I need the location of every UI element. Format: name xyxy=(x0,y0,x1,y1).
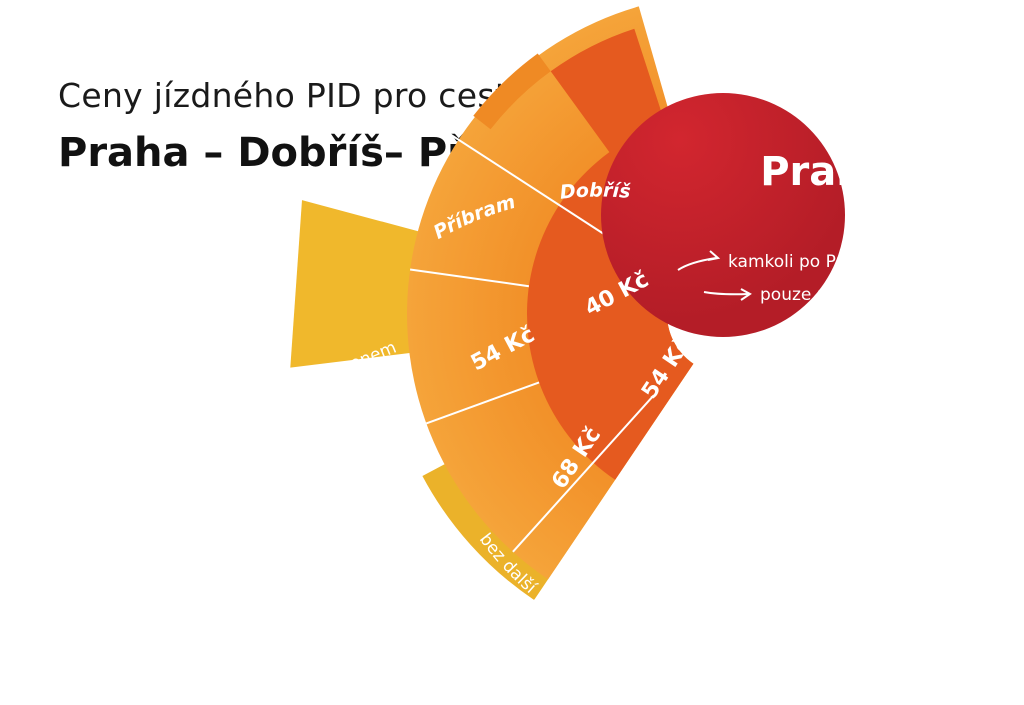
price-pribram-centrum: 84 Kč xyxy=(672,493,711,565)
zone-dividers xyxy=(409,133,655,553)
svg-text:Dobříš: Dobříš xyxy=(559,179,632,203)
praha-circle xyxy=(601,93,845,337)
price-dobris-centrum: 68 Kč xyxy=(719,381,758,453)
destination-centrum: až do centra xyxy=(793,321,899,341)
zone-divider-line-3 xyxy=(512,395,655,553)
destination-arrows xyxy=(677,250,783,357)
zone-divider-line-4 xyxy=(449,133,627,250)
destination-smichov: pouze na Smíchov xyxy=(760,285,916,305)
zone-divider-line-2 xyxy=(425,381,540,425)
header-dobris-label: Dobříš xyxy=(559,179,632,203)
coupon-ticket-band xyxy=(290,200,438,368)
praha-label: Praha xyxy=(760,149,892,195)
pribram-header-band xyxy=(473,53,551,130)
destination-kamkoli: kamkoli po Praze xyxy=(728,252,872,272)
zone-divider-line-1 xyxy=(409,268,530,288)
